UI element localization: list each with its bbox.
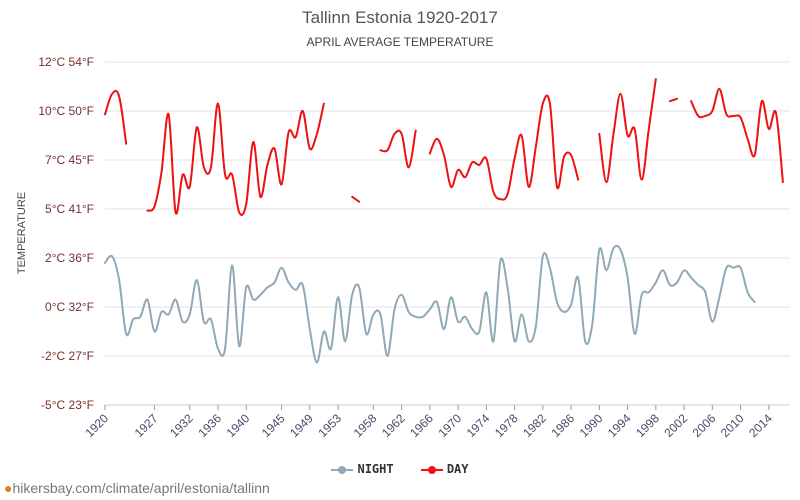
x-tick-label: 1990 [577, 411, 606, 440]
series-line-night [104, 244, 756, 364]
source-link[interactable]: ●hikersbay.com/climate/april/estonia/tal… [4, 480, 270, 496]
y-tick-label: -2°C 27°F [41, 349, 94, 363]
series-line-day [104, 89, 128, 145]
x-tick-label: 1966 [407, 411, 436, 440]
series-line-day [598, 78, 657, 184]
x-tick-label: 2006 [690, 411, 719, 440]
x-tick-label: 1958 [351, 411, 380, 440]
x-tick-label: 1920 [82, 411, 111, 440]
x-tick-label: 1940 [224, 411, 253, 440]
x-tick-label: 1986 [548, 411, 577, 440]
series-line-day [379, 129, 417, 169]
x-tick-label: 1978 [492, 411, 521, 440]
y-tick-label: 5°C 41°F [45, 202, 94, 216]
legend-item-day[interactable]: DAY [420, 462, 469, 476]
x-tick-label: 2010 [718, 411, 747, 440]
y-tick-label: 7°C 45°F [45, 153, 94, 167]
x-tick-label: 1949 [287, 411, 316, 440]
x-tick-label: 1974 [464, 411, 493, 440]
legend-day-label: DAY [446, 462, 469, 476]
y-tick-label: 0°C 32°F [45, 300, 94, 314]
y-tick-label: -5°C 23°F [41, 398, 94, 412]
x-tick-label: 1945 [259, 411, 288, 440]
legend-day-marker [420, 465, 443, 474]
x-tick-label: 1953 [315, 411, 344, 440]
x-tick-label: 2002 [661, 411, 690, 440]
x-tick-label: 1962 [379, 411, 408, 440]
source-link-text: hikersbay.com/climate/april/estonia/tall… [12, 480, 270, 496]
x-tick-label: 1927 [132, 411, 161, 440]
chart-subtitle: APRIL AVERAGE TEMPERATURE [306, 35, 494, 49]
legend-item-night[interactable]: NIGHT [331, 462, 394, 476]
series-line-day [690, 87, 784, 184]
series-line-day [428, 94, 580, 201]
y-axis-label: TEMPERATURE [16, 192, 28, 274]
y-axis-ticks: -5°C 23°F -2°C 27°F 0°C 32°F 2°C 36°F 5°C 41… [38, 55, 94, 412]
x-tick-label: 1994 [605, 411, 634, 440]
x-tick-label: 1936 [195, 411, 224, 440]
series-line-day [146, 102, 325, 216]
series-line-day [668, 97, 678, 103]
x-tick-label: 2014 [746, 411, 775, 440]
x-tick-label: 1970 [435, 411, 464, 440]
x-tick-label: 1982 [520, 411, 549, 440]
legend-night-marker [331, 465, 354, 474]
legend-night-label: NIGHT [357, 462, 394, 476]
x-tick-label: 1932 [167, 411, 196, 440]
chart-legend: NIGHT DAY [0, 462, 800, 476]
y-tick-label: 12°C 54°F [38, 55, 94, 69]
grid-lines [105, 61, 790, 406]
y-tick-label: 10°C 50°F [38, 104, 94, 118]
y-tick-label: 2°C 36°F [45, 251, 94, 265]
temperature-chart: -5°C 23°F -2°C 27°F 0°C 32°F 2°C 36°F 5°C 41… [16, 55, 790, 440]
location-pin-icon: ● [4, 480, 13, 496]
chart-title: Tallinn Estonia 1920-2017 [302, 8, 498, 27]
x-tick-label: 1998 [633, 411, 662, 440]
series-line-day [351, 195, 361, 203]
series-lines [104, 78, 784, 364]
x-axis-ticks: 1920 1927 1932 1936 1940 1945 1949 1953 1958 1962… [82, 404, 790, 440]
